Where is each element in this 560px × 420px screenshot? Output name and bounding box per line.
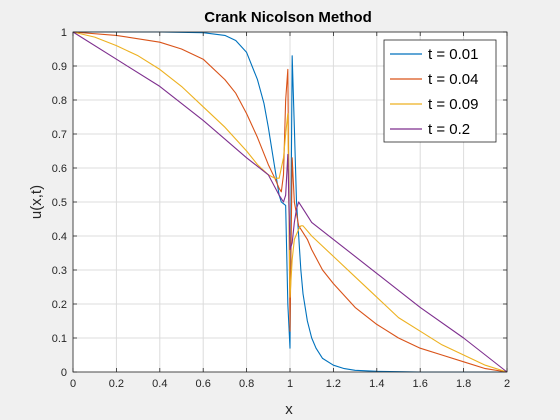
y-tick-label: 1 (61, 27, 67, 39)
x-axis-label: x (285, 401, 293, 418)
y-tick-label: 0.5 (52, 197, 67, 209)
legend-label: t = 0.2 (428, 121, 470, 138)
legend: t = 0.01 t = 0.04 t = 0.09 t = 0.2 (383, 39, 497, 143)
x-tick-label: 0.6 (196, 378, 211, 390)
y-tick-label: 0.4 (52, 231, 67, 243)
x-tick-label: 1.4 (369, 378, 384, 390)
y-tick-label: 0.6 (52, 163, 67, 175)
series-line-2 (72, 31, 508, 373)
y-tick-label: 0.3 (52, 265, 67, 277)
legend-label: t = 0.09 (428, 96, 478, 113)
x-tick-label: 1.2 (326, 378, 341, 390)
x-tick-label: 0.2 (109, 378, 124, 390)
x-tick-label: 1 (287, 378, 293, 390)
y-tick-label: 0.8 (52, 95, 67, 107)
x-tick-label: 2 (504, 378, 510, 390)
series-layer (72, 31, 508, 373)
legend-label: t = 0.04 (428, 71, 478, 88)
y-tick-label: 0.9 (52, 61, 67, 73)
y-tick-label: 0.1 (52, 333, 67, 345)
y-tick-label: 0 (61, 367, 67, 379)
ticks: 0 0.2 0.4 0.6 0.8 1 1.2 1.4 1.6 1.8 2 0 0.1 0.2 0.3 0.4… (52, 27, 510, 390)
x-tick-label: 0.8 (239, 378, 254, 390)
y-tick-label: 0.2 (52, 299, 67, 311)
x-tick-label: 1.8 (456, 378, 471, 390)
y-tick-label: 0.7 (52, 129, 67, 141)
chart-title: Crank Nicolson Method (204, 9, 372, 26)
legend-box (383, 39, 497, 143)
y-axis-label: u(x,t) (28, 185, 45, 219)
legend-label: t = 0.01 (428, 46, 478, 63)
x-tick-label: 1.6 (413, 378, 428, 390)
x-tick-label: 0.4 (152, 378, 167, 390)
series-line-4 (72, 31, 508, 373)
x-tick-label: 0 (70, 378, 76, 390)
